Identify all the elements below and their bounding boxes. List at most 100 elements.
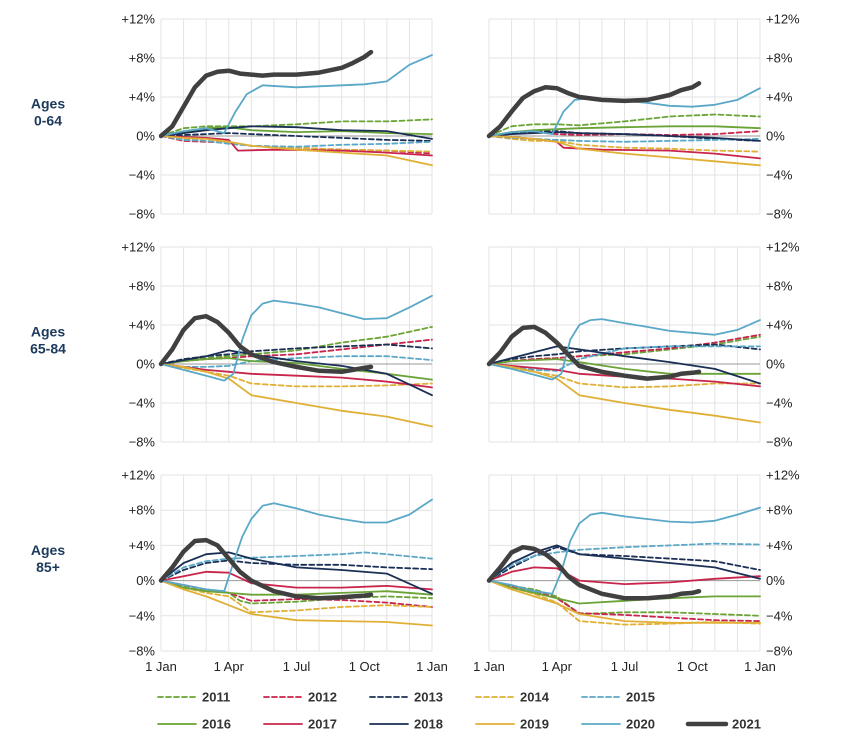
x-tick-label: 1 Jul bbox=[611, 659, 639, 674]
series-line-2015 bbox=[160, 551, 433, 582]
x-tick-label: 1 Jan bbox=[473, 659, 505, 674]
series-line-2020 bbox=[488, 318, 761, 381]
legend-label-2016: 2016 bbox=[202, 717, 231, 732]
series-line-2012 bbox=[160, 579, 433, 608]
legend-label-2012: 2012 bbox=[308, 690, 337, 705]
y-tick-label: +12% bbox=[121, 240, 155, 255]
series-line-2013 bbox=[160, 559, 433, 582]
series-line-2013 bbox=[488, 343, 761, 365]
y-tick-label: +8% bbox=[766, 503, 793, 518]
series-line-2015 bbox=[488, 345, 761, 372]
legend-label-2013: 2013 bbox=[414, 690, 443, 705]
y-tick-label: +4% bbox=[129, 538, 156, 553]
y-tick-label: −4% bbox=[129, 168, 156, 183]
panel-0-1: −8% −4% 0% +4% +8% +12% bbox=[486, 12, 800, 222]
y-tick-label: +4% bbox=[766, 538, 793, 553]
y-tick-label: −4% bbox=[129, 608, 156, 623]
series-line-2015 bbox=[488, 135, 761, 143]
y-tick-label: +4% bbox=[766, 318, 793, 333]
series-line-2016 bbox=[488, 579, 761, 605]
y-tick-label: −8% bbox=[766, 644, 793, 659]
series-line-2020 bbox=[160, 54, 433, 137]
y-tick-label: 0% bbox=[136, 357, 155, 372]
panel-0-0: −8% −4% 0% +4% +8% +12% bbox=[121, 12, 433, 222]
legend-label-2015: 2015 bbox=[626, 690, 655, 705]
y-tick-label: −8% bbox=[766, 435, 793, 450]
row-label: Ages bbox=[31, 324, 65, 340]
y-tick-label: −4% bbox=[766, 608, 793, 623]
panel-1-0: −8% −4% 0% +4% +8% +12% bbox=[121, 240, 433, 450]
y-tick-label: −8% bbox=[129, 435, 156, 450]
series-line-2017 bbox=[160, 135, 433, 157]
series-line-2021 bbox=[158, 49, 374, 139]
series-line-2019 bbox=[160, 363, 433, 428]
series-line-2015 bbox=[488, 542, 761, 582]
row-label: Ages bbox=[31, 542, 65, 558]
series-line-2021 bbox=[486, 324, 702, 381]
x-tick-label: 1 Oct bbox=[677, 659, 708, 674]
y-tick-label: +4% bbox=[129, 90, 156, 105]
series-line-2017 bbox=[488, 566, 761, 585]
y-tick-label: +4% bbox=[129, 318, 156, 333]
x-tick-label: 1 Jul bbox=[283, 659, 311, 674]
series-line-2018 bbox=[488, 345, 761, 385]
series-line-2020 bbox=[160, 294, 433, 382]
legend-label-2017: 2017 bbox=[308, 717, 337, 732]
x-tick-label: 1 Apr bbox=[542, 659, 573, 674]
y-tick-label: +8% bbox=[766, 279, 793, 294]
legend-label-2021: 2021 bbox=[732, 717, 761, 732]
y-tick-label: +12% bbox=[121, 12, 155, 27]
y-tick-label: −4% bbox=[129, 396, 156, 411]
y-tick-label: 0% bbox=[136, 573, 155, 588]
series-line-2018 bbox=[160, 551, 433, 595]
y-tick-label: +8% bbox=[129, 279, 156, 294]
series-line-2014 bbox=[160, 363, 433, 388]
x-tick-label: 1 Oct bbox=[349, 659, 380, 674]
y-tick-label: +12% bbox=[766, 12, 800, 27]
series-line-2017 bbox=[160, 570, 433, 591]
y-tick-label: 0% bbox=[136, 129, 155, 144]
series-line-2018 bbox=[488, 131, 761, 142]
y-tick-label: +12% bbox=[121, 468, 155, 483]
series-line-2016 bbox=[160, 357, 433, 381]
y-tick-label: +4% bbox=[766, 90, 793, 105]
series-line-2021 bbox=[158, 537, 374, 601]
series-line-2017 bbox=[488, 363, 761, 388]
panel-2-0: −8% −4% 0% +4% +8% +12% 1 Jan 1 Apr 1 Jul 1 Oct 1 … bbox=[121, 468, 448, 675]
series-line-2019 bbox=[160, 579, 433, 627]
y-tick-label: −4% bbox=[766, 396, 793, 411]
series-line-2018 bbox=[488, 544, 761, 582]
series-line-2021 bbox=[486, 81, 702, 139]
y-tick-label: 0% bbox=[766, 573, 785, 588]
row-label: 65-84 bbox=[30, 341, 66, 357]
y-tick-label: −8% bbox=[766, 207, 793, 222]
series-line-2014 bbox=[488, 135, 761, 153]
legend-label-2020: 2020 bbox=[626, 717, 655, 732]
series-line-2020 bbox=[160, 498, 433, 593]
series-line-2012 bbox=[488, 130, 761, 137]
y-tick-label: +8% bbox=[129, 503, 156, 518]
series-line-2013 bbox=[160, 343, 433, 365]
legend-label-2014: 2014 bbox=[520, 690, 550, 705]
series-line-2021 bbox=[486, 544, 702, 601]
y-tick-label: −8% bbox=[129, 644, 156, 659]
series-line-2011 bbox=[488, 113, 761, 137]
row-label: Ages bbox=[31, 96, 65, 112]
series-line-2019 bbox=[488, 135, 761, 167]
legend-label-2019: 2019 bbox=[520, 717, 549, 732]
y-tick-label: +8% bbox=[129, 51, 156, 66]
series-line-2020 bbox=[488, 506, 761, 595]
row-label: 0-64 bbox=[34, 113, 62, 129]
series-line-2019 bbox=[488, 363, 761, 424]
y-tick-label: −8% bbox=[129, 207, 156, 222]
legend-label-2011: 2011 bbox=[202, 690, 230, 705]
legend-label-2018: 2018 bbox=[414, 717, 443, 732]
y-tick-label: +12% bbox=[766, 240, 800, 255]
series-line-2014 bbox=[488, 363, 761, 389]
series-line-2016 bbox=[160, 579, 433, 596]
series-line-2019 bbox=[488, 579, 761, 624]
x-tick-label: 1 Jan bbox=[416, 659, 448, 674]
y-tick-label: +12% bbox=[766, 468, 800, 483]
y-tick-label: +8% bbox=[766, 51, 793, 66]
